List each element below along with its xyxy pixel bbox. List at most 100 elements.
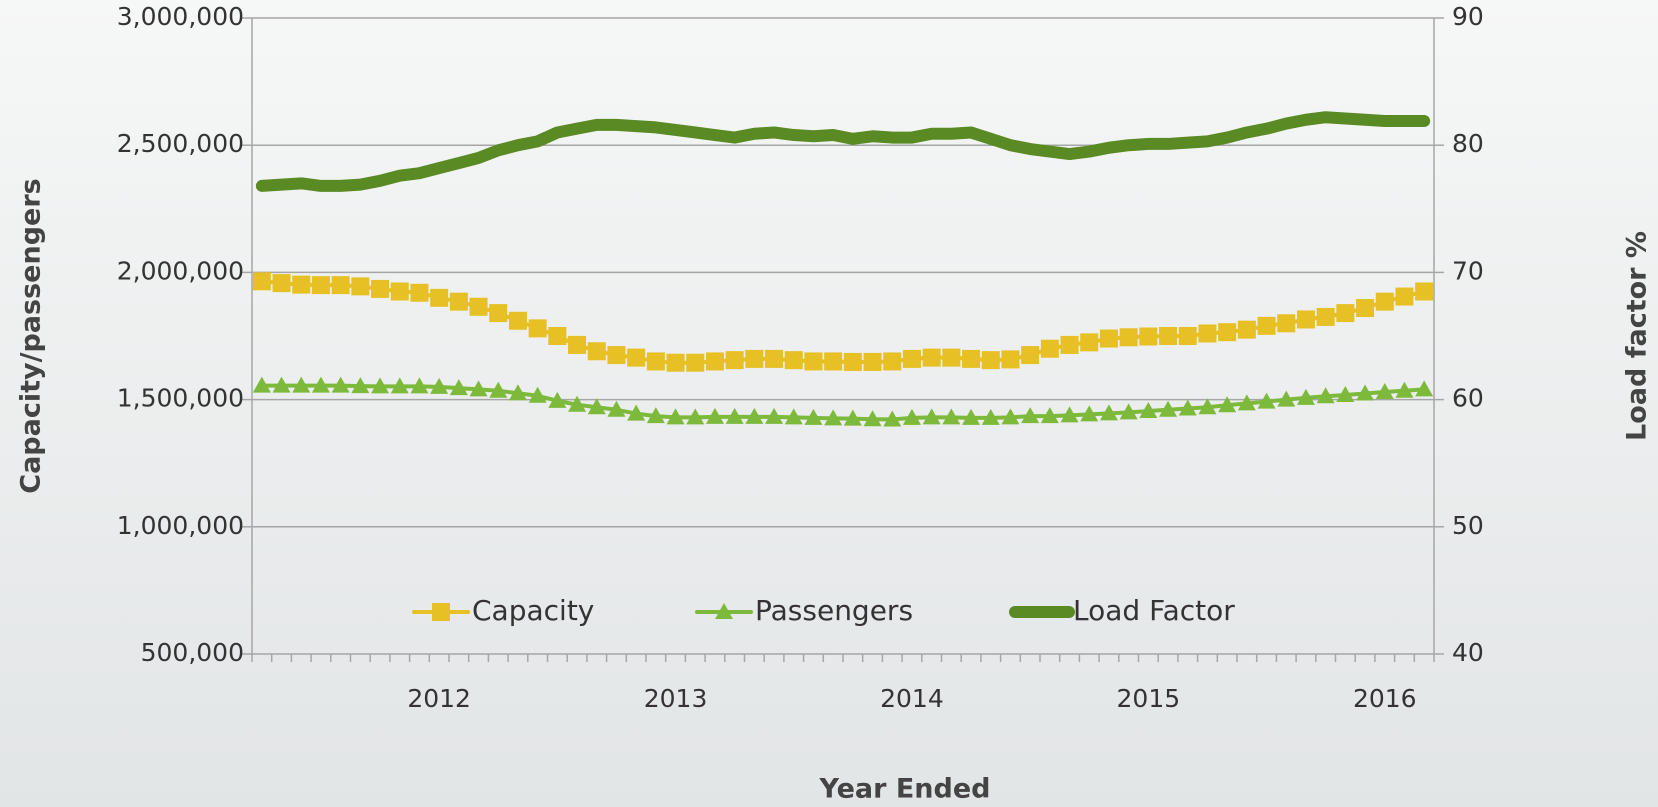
data-point [666, 408, 685, 425]
legend-label: Capacity [472, 594, 594, 627]
data-point [1218, 396, 1237, 413]
data-point [1237, 394, 1256, 411]
data-point [1099, 404, 1118, 421]
data-point [252, 272, 271, 291]
y-axis-title: Capacity/passengers [16, 178, 47, 493]
y2-tick-label: 90 [1452, 2, 1484, 31]
data-point [686, 408, 705, 425]
data-point [1040, 407, 1059, 424]
data-point [292, 275, 311, 294]
data-point [489, 381, 508, 398]
data-point [883, 352, 902, 371]
data-point [528, 319, 547, 338]
data-point [843, 352, 862, 371]
data-point [568, 395, 587, 412]
data-point [607, 400, 626, 417]
data-point [1395, 381, 1414, 398]
data-point [351, 377, 370, 394]
data-point [311, 276, 330, 295]
x-axis-title: Year Ended [819, 774, 991, 805]
data-point [272, 274, 291, 293]
data-point [1178, 399, 1197, 416]
x-tick-label: 2014 [880, 684, 944, 713]
data-point [725, 407, 744, 424]
data-point [784, 351, 803, 370]
data-point [824, 352, 843, 371]
data-point [1336, 304, 1355, 323]
y-tick-label: 500,000 [141, 638, 244, 667]
data-point [1159, 400, 1178, 417]
data-point [351, 277, 370, 296]
data-point [1159, 327, 1178, 345]
data-point [1178, 327, 1197, 345]
data-point [1198, 398, 1217, 415]
data-point [1395, 287, 1414, 306]
data-point [390, 282, 409, 301]
legend-marker [432, 603, 450, 621]
data-point [469, 380, 488, 397]
data-point [292, 376, 311, 393]
data-point [962, 349, 981, 368]
data-point [962, 408, 981, 425]
data-point [804, 352, 823, 371]
data-point [1237, 320, 1256, 339]
data-point [1119, 328, 1138, 347]
data-point [272, 376, 291, 393]
data-point [430, 288, 449, 307]
data-point [449, 292, 468, 311]
data-point [627, 404, 646, 421]
data-point [981, 408, 1000, 425]
data-point [765, 349, 784, 368]
data-point [981, 351, 1000, 370]
data-point [765, 407, 784, 424]
y2-tick-label: 40 [1452, 638, 1484, 667]
y2-tick-label: 80 [1452, 129, 1484, 158]
y2-axis-title: Load factor % [1622, 231, 1653, 441]
y-tick-label: 1,500,000 [117, 384, 244, 413]
data-point [922, 348, 941, 367]
legend-label: Passengers [755, 594, 913, 627]
data-point [1277, 390, 1296, 407]
data-point [646, 407, 665, 424]
y2-tick-label: 60 [1452, 384, 1484, 413]
data-point [1040, 339, 1059, 358]
data-point [311, 376, 330, 393]
data-point [627, 348, 646, 367]
data-point [942, 408, 961, 425]
data-point [371, 279, 390, 298]
data-point [922, 408, 941, 425]
data-point [587, 342, 606, 361]
data-point [804, 408, 823, 425]
data-point [1001, 408, 1020, 425]
data-point [469, 297, 488, 316]
data-point [705, 407, 724, 424]
data-point [489, 304, 508, 323]
data-point [902, 408, 921, 425]
data-point [1356, 384, 1375, 401]
y-tick-label: 3,000,000 [117, 2, 244, 31]
data-point [1080, 333, 1099, 352]
y2-tick-label: 50 [1452, 511, 1484, 540]
data-point [1139, 327, 1158, 346]
data-point [863, 410, 882, 427]
data-point [1060, 406, 1079, 423]
data-point [1021, 346, 1040, 365]
data-point [824, 409, 843, 426]
data-point [449, 379, 468, 396]
data-point [331, 276, 350, 295]
data-point [548, 327, 567, 345]
data-point [1277, 314, 1296, 333]
data-point [528, 386, 547, 403]
y-tick-label: 2,500,000 [117, 129, 244, 158]
data-point [705, 352, 724, 371]
data-point [784, 408, 803, 425]
y-tick-label: 1,000,000 [117, 511, 244, 540]
data-point [745, 349, 764, 368]
data-point [1316, 307, 1335, 326]
data-point [1119, 403, 1138, 420]
data-point [1296, 310, 1315, 329]
data-point [666, 353, 685, 372]
data-point [863, 352, 882, 371]
